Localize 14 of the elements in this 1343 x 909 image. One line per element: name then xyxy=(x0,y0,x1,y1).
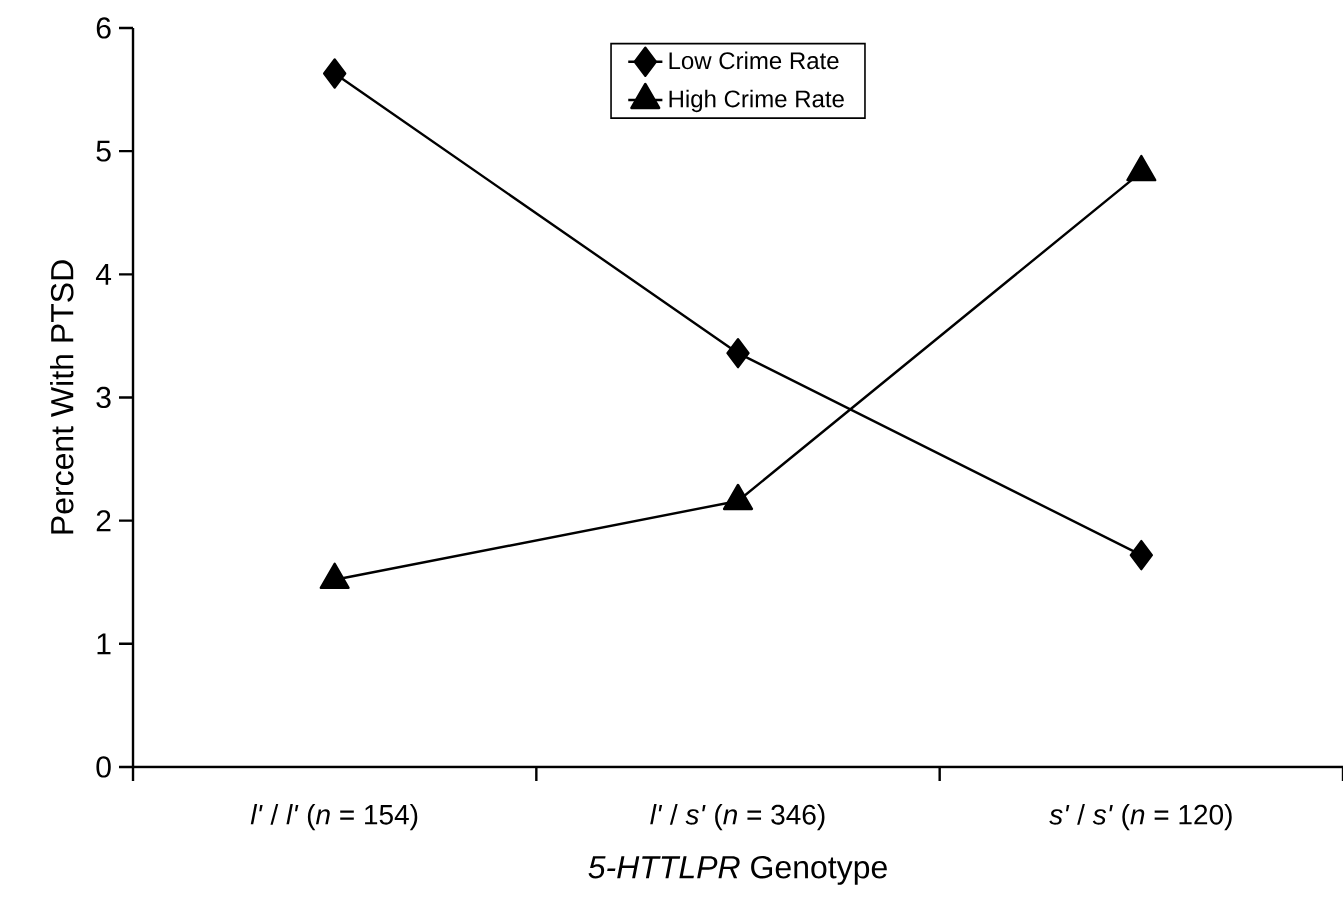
y-tick-label: 5 xyxy=(96,140,111,162)
y-axis-title: Percent With PTSD xyxy=(50,260,74,534)
x-axis-title: 5-HTTLPR Genotype xyxy=(588,855,887,885)
y-tick-label: 1 xyxy=(97,633,111,655)
legend-label: High Crime Rate xyxy=(669,89,844,113)
x-tick-label: l' / s' (n = 346) xyxy=(650,804,825,831)
y-tick-label: 0 xyxy=(96,756,111,778)
x-tick-label: l' / l' (n = 154) xyxy=(250,804,418,831)
x-tick-label: s' / s' (n = 120) xyxy=(1049,804,1232,831)
legend-label: Low Crime Rate xyxy=(669,51,839,70)
y-tick-label: 6 xyxy=(96,17,111,39)
y-tick-label: 2 xyxy=(96,510,111,532)
y-tick-label: 4 xyxy=(95,264,112,285)
y-tick-label: 3 xyxy=(96,386,111,409)
